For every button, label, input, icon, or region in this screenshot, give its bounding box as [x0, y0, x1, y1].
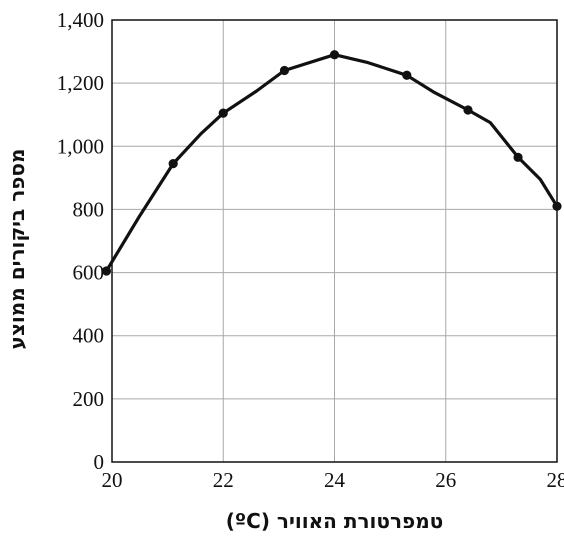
data-point: [513, 152, 523, 162]
y-tick-labels: 0 200 400 600 800 1,000 1,200 1,400: [57, 8, 104, 474]
data-point: [463, 105, 473, 115]
data-point: [279, 65, 290, 76]
y-tick-label: 1,000: [57, 134, 104, 158]
x-tick-label: 22: [213, 468, 234, 492]
x-tick-label: 26: [435, 468, 456, 492]
y-tick-label: 800: [73, 197, 105, 221]
data-point: [168, 159, 178, 169]
x-tick-label: 20: [102, 468, 123, 492]
x-axis-label: טמפרטורת האוויר (ºC): [226, 509, 444, 533]
grid-layer: [111, 19, 558, 463]
y-tick-label: 1,200: [57, 71, 104, 95]
x-tick-labels: 20 22 24 26 28: [102, 468, 564, 492]
x-tick-label: 24: [324, 468, 346, 492]
data-point: [329, 50, 340, 60]
plot-frame: [111, 19, 558, 463]
series-layer: [101, 50, 562, 276]
y-tick-label: 200: [73, 387, 105, 411]
data-point: [552, 201, 562, 211]
y-tick-label: 0: [94, 450, 105, 474]
series-line: [104, 53, 559, 273]
data-point: [218, 108, 228, 118]
y-tick-label: 400: [73, 324, 105, 348]
y-axis-label: מספר ביקורים ממוצע: [5, 149, 29, 350]
y-tick-label: 600: [73, 261, 105, 285]
data-point: [101, 266, 112, 276]
data-point: [402, 70, 412, 80]
x-tick-label: 28: [547, 468, 564, 492]
y-tick-label: 1,400: [57, 8, 104, 32]
